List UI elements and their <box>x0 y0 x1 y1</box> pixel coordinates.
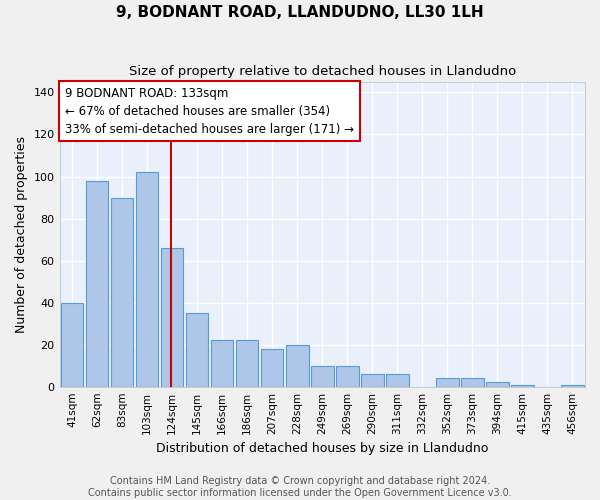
Bar <box>86 180 109 386</box>
Bar <box>136 172 158 386</box>
Title: Size of property relative to detached houses in Llandudno: Size of property relative to detached ho… <box>128 65 516 78</box>
Bar <box>236 340 259 386</box>
Bar <box>61 302 83 386</box>
Bar <box>436 378 458 386</box>
X-axis label: Distribution of detached houses by size in Llandudno: Distribution of detached houses by size … <box>156 442 488 455</box>
Bar <box>261 349 283 387</box>
Bar <box>386 374 409 386</box>
Bar <box>161 248 184 386</box>
Bar <box>486 382 509 386</box>
Bar <box>286 344 308 387</box>
Bar <box>111 198 133 386</box>
Bar <box>311 366 334 386</box>
Bar <box>561 384 584 386</box>
Text: 9 BODNANT ROAD: 133sqm
← 67% of detached houses are smaller (354)
33% of semi-de: 9 BODNANT ROAD: 133sqm ← 67% of detached… <box>65 86 354 136</box>
Bar <box>361 374 383 386</box>
Y-axis label: Number of detached properties: Number of detached properties <box>15 136 28 333</box>
Bar <box>336 366 359 386</box>
Text: 9, BODNANT ROAD, LLANDUDNO, LL30 1LH: 9, BODNANT ROAD, LLANDUDNO, LL30 1LH <box>116 5 484 20</box>
Bar <box>186 313 208 386</box>
Bar <box>461 378 484 386</box>
Bar <box>511 384 534 386</box>
Text: Contains HM Land Registry data © Crown copyright and database right 2024.
Contai: Contains HM Land Registry data © Crown c… <box>88 476 512 498</box>
Bar <box>211 340 233 386</box>
